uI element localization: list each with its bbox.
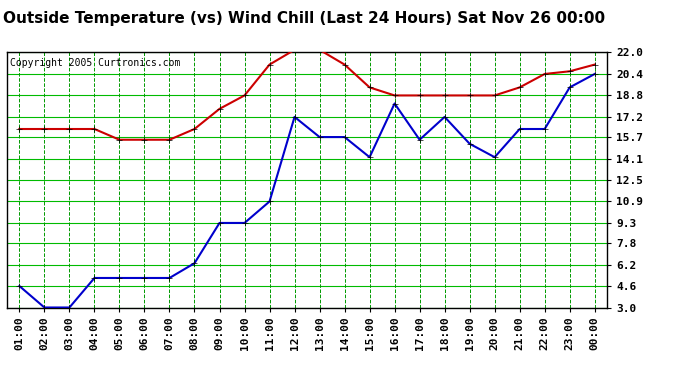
Text: Copyright 2005 Curtronics.com: Copyright 2005 Curtronics.com bbox=[10, 58, 180, 68]
Text: Outside Temperature (vs) Wind Chill (Last 24 Hours) Sat Nov 26 00:00: Outside Temperature (vs) Wind Chill (Las… bbox=[3, 11, 604, 26]
